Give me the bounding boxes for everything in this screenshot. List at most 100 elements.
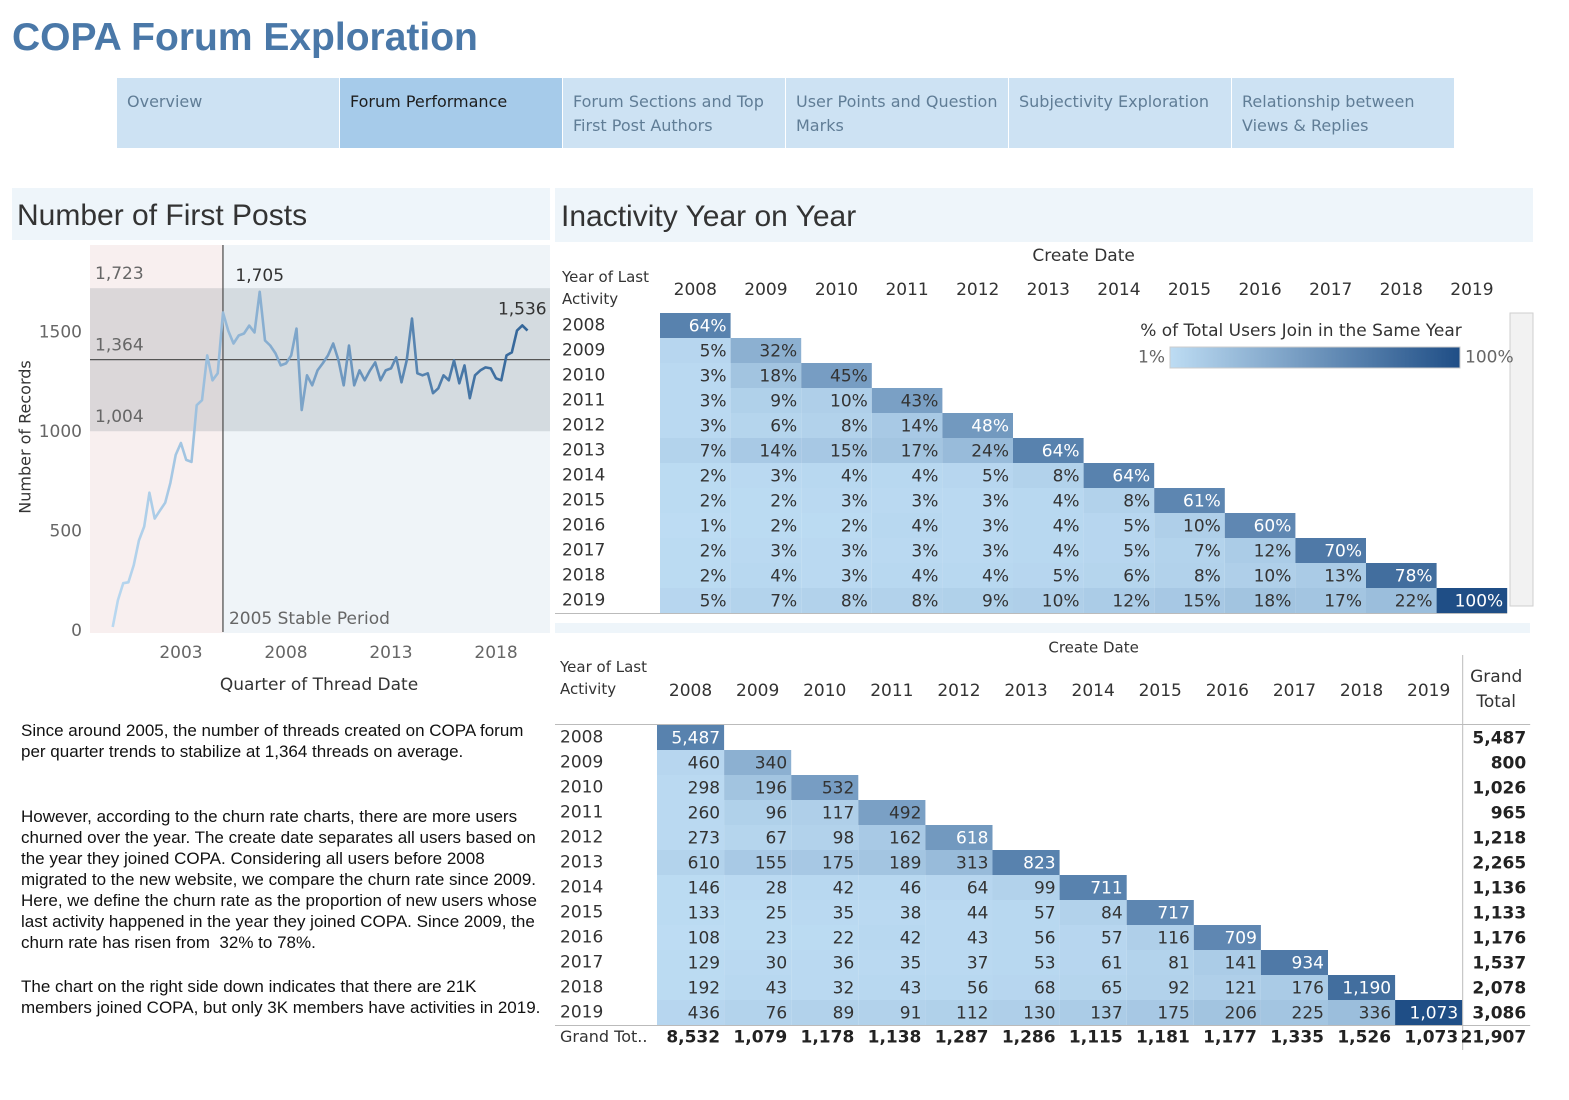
heat-cell: [871, 388, 943, 413]
cell-label: 129: [688, 954, 720, 974]
tab[interactable]: Relationship between Views & Replies: [1232, 78, 1454, 148]
heat-cell: [1260, 975, 1328, 1000]
heat-cell: [1193, 925, 1261, 950]
column-label: 2015: [1139, 681, 1182, 701]
row-label: 2009: [560, 753, 603, 773]
heat-cell: [1224, 513, 1296, 538]
cell-label: 2%: [770, 492, 797, 512]
cell-label: 709: [1224, 929, 1256, 949]
heat-cell: [1059, 875, 1127, 900]
heat-cell: [992, 950, 1060, 975]
heat-cell: [1059, 925, 1127, 950]
cell-label: 717: [1157, 904, 1189, 924]
column-label: 2017: [1273, 681, 1316, 701]
cell-label: 189: [889, 854, 921, 874]
heat-cell: [730, 438, 802, 463]
heat-cell: [1295, 588, 1366, 613]
column-label: 2015: [1168, 280, 1211, 300]
heat-cell: [1083, 513, 1155, 538]
cell-label: 44: [967, 904, 989, 924]
heat-cell: [660, 363, 731, 388]
heat-cell: [858, 950, 926, 975]
row-label: 2012: [562, 416, 605, 436]
column-label: 2018: [1380, 280, 1423, 300]
cell-label: 711: [1090, 879, 1122, 899]
cell-label: 65: [1101, 979, 1123, 999]
data-line: [111, 290, 529, 628]
cell-label: 12%: [1112, 592, 1150, 612]
column-label: 2014: [1097, 280, 1140, 300]
column-total: 1,177: [1203, 1028, 1257, 1048]
cell-label: 42: [833, 879, 855, 899]
column-label: 2019: [1450, 280, 1493, 300]
column-label: 2019: [1407, 681, 1450, 701]
heat-cell: [925, 925, 993, 950]
heat-cell: [657, 850, 725, 875]
heat-cell: [801, 388, 872, 413]
cell-label: 3%: [982, 492, 1009, 512]
heat-cell: [1013, 463, 1084, 488]
row-total: 1,136: [1472, 879, 1526, 899]
y-axis-title: Number of Records: [16, 360, 35, 513]
cell-label: 175: [1157, 1004, 1189, 1024]
column-label: 2017: [1309, 280, 1352, 300]
row-label: 2016: [560, 928, 603, 948]
cell-label: 98: [833, 829, 855, 849]
row-label: 2013: [560, 853, 603, 873]
heat-cell: [724, 900, 792, 925]
cell-label: 8%: [1194, 567, 1221, 587]
heat-cell: [730, 388, 802, 413]
cell-label: 38: [900, 904, 922, 924]
cell-label: 460: [688, 754, 720, 774]
heat-cell: [660, 313, 731, 338]
tab[interactable]: Overview: [117, 78, 339, 148]
band-label: 1,004: [95, 407, 144, 427]
heat-cell: [1126, 950, 1194, 975]
cell-label: 15%: [1183, 592, 1221, 612]
cell-label: 61: [1101, 954, 1123, 974]
cell-label: 3%: [841, 542, 868, 562]
heat-cell: [1013, 438, 1084, 463]
row-label: 2019: [562, 591, 605, 611]
cell-label: 64: [967, 879, 989, 899]
panel-title-bar: [555, 188, 1533, 242]
cell-label: 43: [766, 979, 788, 999]
reference-label: 2005 Stable Period: [229, 609, 390, 629]
heat-cell: [1295, 563, 1366, 588]
column-total: 1,079: [733, 1028, 787, 1048]
heat-cell: [1083, 463, 1155, 488]
column-total: 1,138: [868, 1028, 922, 1048]
cell-label: 57: [1034, 904, 1056, 924]
cell-label: 68: [1034, 979, 1056, 999]
tab[interactable]: Forum Performance: [340, 78, 562, 148]
cell-label: 155: [755, 854, 787, 874]
heat-cell: [942, 463, 1013, 488]
heat-cell: [992, 1000, 1060, 1025]
tab[interactable]: Forum Sections and Top First Post Author…: [563, 78, 785, 148]
tab[interactable]: User Points and Question Marks: [786, 78, 1008, 148]
cell-label: 84: [1101, 904, 1123, 924]
row-label: 2017: [562, 541, 605, 561]
heat-cell: [791, 925, 859, 950]
tab[interactable]: Subjectivity Exploration: [1009, 78, 1231, 148]
cell-label: 24%: [971, 442, 1009, 462]
heat-cell: [1154, 563, 1225, 588]
cell-label: 133: [688, 904, 720, 924]
scrollbar: [1509, 312, 1534, 607]
cell-label: 117: [822, 804, 854, 824]
cell-label: 3%: [770, 542, 797, 562]
heat-cell: [992, 925, 1060, 950]
heat-cell: [801, 413, 872, 438]
cell-label: 1%: [700, 517, 727, 537]
column-total: 1,287: [935, 1028, 989, 1048]
heat-cell: [730, 588, 802, 613]
heat-cell: [791, 950, 859, 975]
heat-cell: [660, 413, 731, 438]
column-label: 2011: [885, 280, 928, 300]
heat-cell: [925, 850, 993, 875]
row-label: 2009: [562, 341, 605, 361]
heat-cell: [1059, 900, 1127, 925]
heat-cell: [925, 950, 993, 975]
x-tick-label: 2008: [264, 643, 307, 663]
cell-label: 32%: [759, 342, 797, 362]
